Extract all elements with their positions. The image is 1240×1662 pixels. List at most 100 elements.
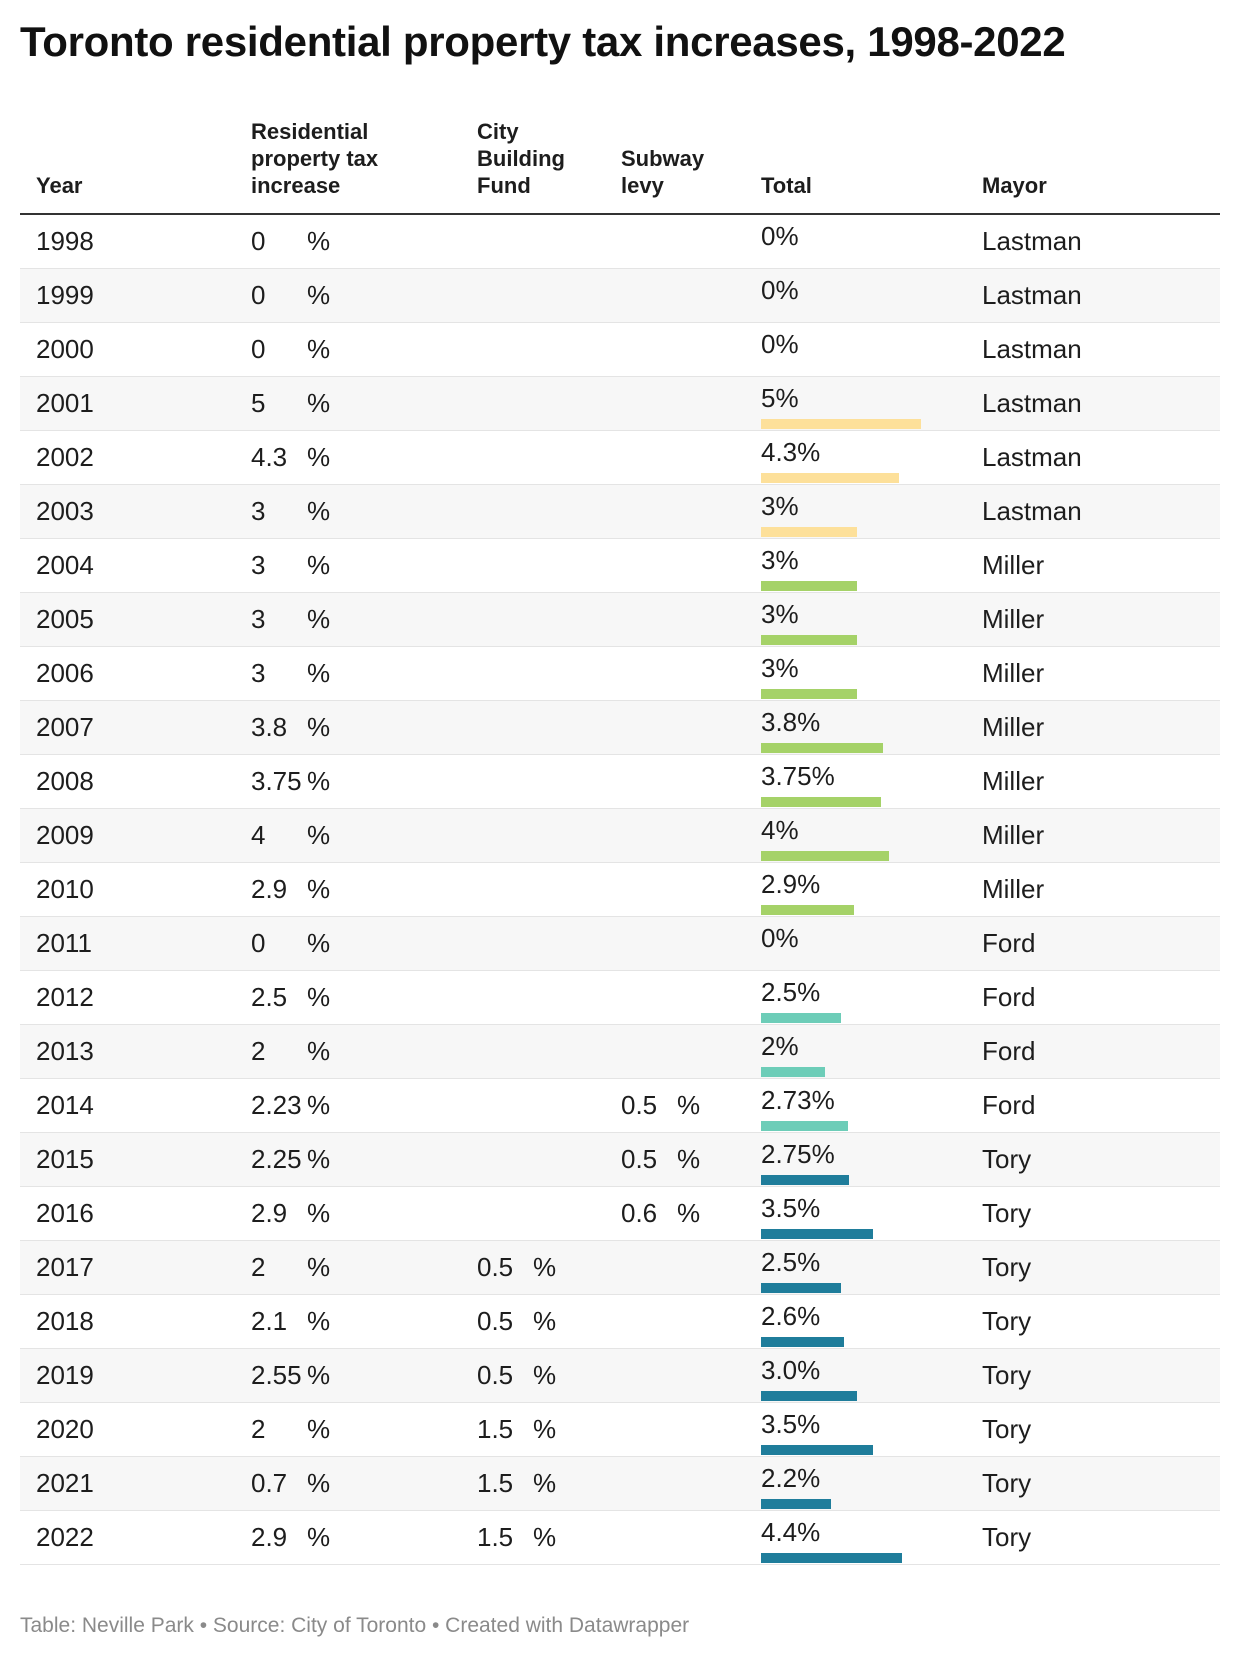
residential-cell-percent-sign: % [307,388,331,418]
total-cell: 5% [745,376,966,431]
residential-cell-value: 5 [251,388,266,418]
table-row: 2008 3.75% 3.75% Miller [20,754,1220,809]
city-building-cell [461,430,605,485]
total-bar-track [761,311,981,321]
residential-cell: 4.3% [235,430,461,485]
residential-cell: 2.1% [235,1294,461,1349]
city-building-cell-percent-sign: % [533,1360,557,1390]
total-bar [761,905,854,915]
total-bar [761,1283,841,1293]
mayor-cell: Miller [966,646,1220,701]
residential-cell-percent-sign: % [307,1198,331,1228]
total-cell: 0% [745,268,966,323]
city-building-cell [461,268,605,323]
total-cell: 4.3% [745,430,966,485]
year-cell: 2016 [20,1186,235,1241]
city-building-cell [461,592,605,647]
subway-levy-cell [605,1456,745,1511]
total-bar [761,1229,873,1239]
footer-credits: Table: Neville Park • Source: City of To… [20,1614,690,1637]
total-label: 3.5% [761,1193,821,1223]
year-cell: 2005 [20,592,235,647]
residential-cell-value: 2 [251,1036,266,1066]
total-cell: 0% [745,322,966,377]
mayor-cell: Ford [966,970,1220,1025]
total-label: 3% [761,599,799,629]
total-label: 0% [761,923,799,953]
table-row: 2018 2.1% 0.5% 2.6% Tory [20,1294,1220,1349]
city-building-cell [461,1078,605,1133]
residential-cell-percent-sign: % [307,1522,331,1552]
residential-cell-value: 4 [251,820,266,850]
total-label: 2.2% [761,1463,821,1493]
table-row: 2017 2% 0.5% 2.5% Tory [20,1240,1220,1295]
total-label: 2.5% [761,977,821,1007]
residential-cell-percent-sign: % [307,442,331,472]
total-bar [761,1445,873,1455]
mayor-cell: Lastman [966,214,1220,269]
header-mayor: Mayor [966,118,1220,215]
residential-cell: 4% [235,808,461,863]
residential-cell: 0% [235,916,461,971]
total-label: 0% [761,329,799,359]
header-city-building-fund: City Building Fund [461,118,605,215]
city-building-cell [461,538,605,593]
residential-cell: 5% [235,376,461,431]
city-building-cell [461,484,605,539]
year-cell: 2006 [20,646,235,701]
total-cell: 2.2% [745,1456,966,1511]
mayor-cell: Miller [966,808,1220,863]
year-cell: 2013 [20,1024,235,1079]
city-building-cell-value: 0.5 [477,1360,514,1390]
year-cell: 2014 [20,1078,235,1133]
subway-levy-cell [605,214,745,269]
residential-cell-percent-sign: % [307,658,331,688]
mayor-cell: Tory [966,1456,1220,1511]
residential-cell: 2% [235,1024,461,1079]
city-building-cell: 0.5% [461,1294,605,1349]
city-building-cell-value: 0.5 [477,1252,514,1282]
residential-cell-value: 3 [251,604,266,634]
year-cell: 2007 [20,700,235,755]
city-building-cell-value: 1.5 [477,1414,514,1444]
year-cell: 2015 [20,1132,235,1187]
subway-levy-cell [605,592,745,647]
mayor-cell: Lastman [966,376,1220,431]
total-cell: 2.5% [745,1240,966,1295]
table-row: 2002 4.3% 4.3% Lastman [20,430,1220,485]
residential-cell-percent-sign: % [307,1252,331,1282]
mayor-cell: Ford [966,1078,1220,1133]
residential-cell: 2% [235,1402,461,1457]
table-row: 2014 2.23% 0.5% 2.73% Ford [20,1078,1220,1133]
subway-levy-cell [605,538,745,593]
year-cell: 2003 [20,484,235,539]
residential-cell-value: 2.9 [251,1198,288,1228]
subway-levy-cell [605,268,745,323]
mayor-cell: Miller [966,862,1220,917]
total-label: 3% [761,545,799,575]
subway-levy-cell-value: 0.6 [621,1198,658,1228]
residential-cell: 2% [235,1240,461,1295]
residential-cell-value: 3.75 [251,766,302,796]
total-label: 0% [761,221,799,251]
total-label: 3.75% [761,761,835,791]
residential-cell-percent-sign: % [307,928,331,958]
residential-cell-percent-sign: % [307,496,331,526]
year-cell: 2004 [20,538,235,593]
subway-levy-cell [605,1402,745,1457]
subway-levy-cell-percent-sign: % [677,1090,701,1120]
total-bar [761,689,857,699]
subway-levy-cell-value: 0.5 [621,1090,658,1120]
total-bar [761,1067,825,1077]
subway-levy-cell-value: 0.5 [621,1144,658,1174]
mayor-cell: Ford [966,1024,1220,1079]
total-label: 4.3% [761,437,821,467]
total-label: 3% [761,491,799,521]
subway-levy-cell [605,484,745,539]
header-total: Total [745,118,966,215]
total-label: 2.9% [761,869,821,899]
residential-cell: 2.23% [235,1078,461,1133]
total-cell: 2.9% [745,862,966,917]
year-cell: 2012 [20,970,235,1025]
total-bar [761,635,857,645]
